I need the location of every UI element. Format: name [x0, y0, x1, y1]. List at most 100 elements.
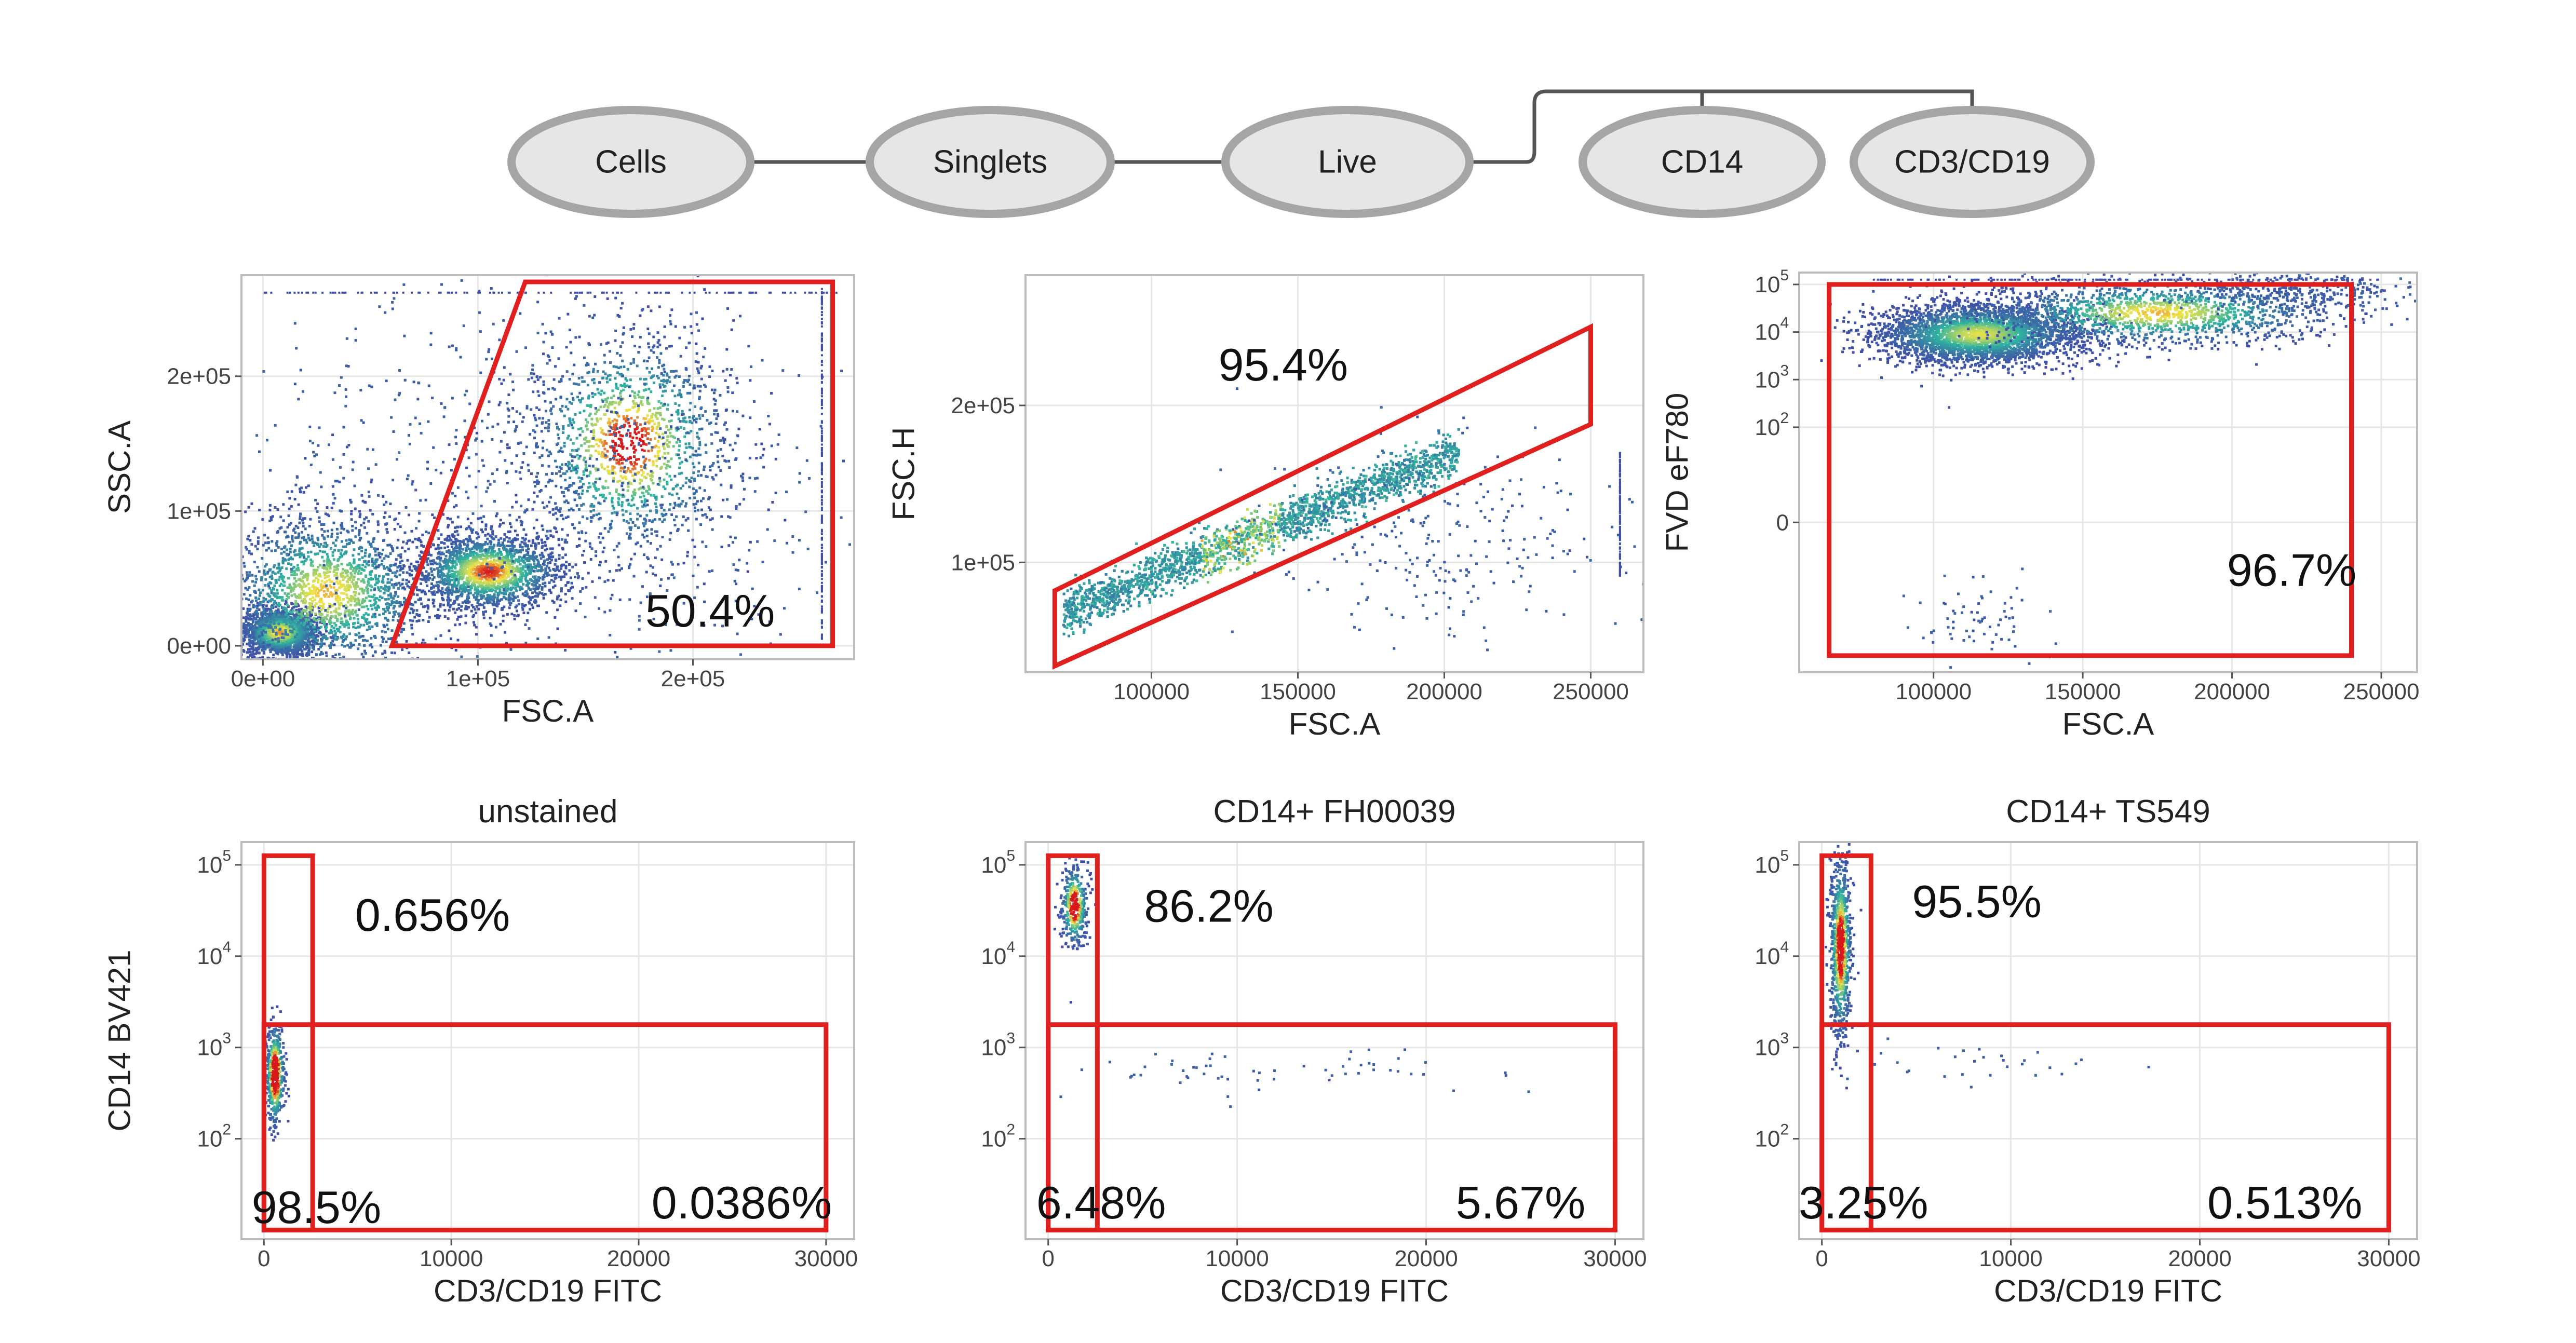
event-dot-1 — [384, 585, 387, 588]
event-dot-2 — [516, 614, 519, 617]
event-dot-1 — [317, 594, 320, 598]
event-dot-1 — [287, 615, 290, 618]
event-dot-0 — [292, 641, 295, 644]
event-dot-2 — [446, 564, 449, 567]
event-dot-1 — [249, 650, 252, 654]
event-dot-1 — [331, 715, 334, 717]
event-dot-1 — [362, 592, 365, 595]
event-dot-1 — [399, 584, 402, 587]
event-dot-1 — [370, 570, 373, 573]
event-dot-2 — [473, 558, 476, 561]
event-dot-1 — [220, 446, 222, 449]
event-dot-1 — [273, 564, 276, 567]
event-dot-0 — [287, 636, 290, 639]
event-dot-1 — [354, 591, 357, 594]
event-dot-2 — [471, 562, 475, 565]
node-cells[interactable]: Cells — [507, 106, 754, 218]
event-dot-1 — [285, 647, 288, 650]
event-dot-2 — [462, 541, 465, 544]
event-dot-1 — [315, 542, 318, 545]
event-dot-0 — [299, 631, 302, 634]
event-dot-2 — [503, 593, 506, 596]
event-dot-1 — [384, 610, 387, 613]
event-dot-1 — [360, 713, 363, 716]
node-live[interactable]: Live — [1221, 106, 1474, 218]
event-dot-1 — [262, 596, 265, 600]
event-dot-2 — [532, 555, 535, 559]
event-dot-1 — [344, 576, 347, 579]
event-dot-1 — [333, 629, 336, 632]
event-dot-2 — [443, 564, 446, 567]
event-dot-1 — [232, 586, 235, 588]
event-dot-1 — [338, 586, 341, 589]
event-dot-1 — [287, 558, 290, 561]
event-dot-1 — [367, 577, 370, 580]
event-dot-1 — [342, 598, 345, 601]
event-dot-1 — [372, 540, 375, 543]
event-dot-0 — [268, 637, 271, 641]
event-dot-1 — [217, 558, 219, 560]
event-dot-0 — [263, 652, 266, 655]
event-dot-1 — [354, 526, 357, 530]
event-dot-2 — [427, 598, 430, 601]
event-dot-1 — [276, 596, 279, 600]
event-dot-2 — [447, 574, 450, 577]
event-dot-2 — [507, 575, 510, 578]
event-dot-2 — [451, 521, 454, 524]
event-dot-1 — [276, 566, 279, 569]
event-dot-1 — [394, 610, 397, 613]
event-dot-2 — [457, 560, 460, 563]
event-dot-1 — [358, 566, 361, 569]
event-dot-1 — [289, 522, 292, 525]
event-dot-1 — [309, 622, 313, 626]
event-dot-2 — [465, 565, 468, 568]
event-dot-1 — [316, 536, 319, 539]
event-dot-2 — [447, 601, 450, 604]
event-dot-0 — [285, 600, 288, 603]
event-dot-2 — [461, 601, 464, 604]
event-dot-0 — [259, 640, 262, 643]
event-dot-1 — [398, 605, 401, 608]
node-cd3-cd19[interactable]: CD3/CD19 — [1850, 106, 2095, 218]
event-dot-2 — [451, 584, 454, 587]
event-dot-0 — [301, 649, 304, 653]
event-dot-2 — [559, 575, 562, 578]
event-dot-1 — [260, 576, 263, 579]
event-dot-1 — [354, 627, 357, 630]
event-dot-1 — [311, 540, 314, 543]
node-cd14[interactable]: CD14 — [1579, 106, 1826, 218]
event-dot-1 — [285, 622, 288, 626]
event-dot-1 — [298, 583, 301, 586]
event-dot-1 — [295, 611, 299, 614]
event-dot-1 — [324, 684, 327, 687]
event-dot-1 — [307, 582, 310, 586]
event-dot-1 — [360, 546, 363, 549]
event-dot-0 — [247, 628, 250, 631]
event-dot-1 — [364, 652, 367, 655]
event-dot-1 — [319, 575, 322, 578]
event-dot-2 — [519, 563, 522, 566]
event-dot-1 — [340, 555, 343, 558]
event-dot-0 — [291, 602, 294, 605]
event-dot-0 — [298, 647, 301, 650]
event-dot-2 — [473, 545, 476, 548]
event-dot-2 — [542, 596, 545, 600]
event-dot-2 — [451, 557, 454, 560]
event-dot-2 — [469, 573, 472, 576]
event-dot-1 — [328, 632, 331, 635]
event-dot-1 — [362, 605, 366, 608]
event-dot-1 — [285, 612, 288, 615]
event-dot-1 — [257, 652, 260, 655]
event-dot-0 — [307, 639, 310, 642]
event-dot-1 — [267, 547, 271, 550]
event-dot-0 — [293, 621, 296, 625]
event-dot-2 — [518, 555, 521, 559]
node-singlets[interactable]: Singlets — [866, 106, 1115, 218]
event-dot-1 — [277, 571, 280, 574]
event-dot-1 — [363, 599, 367, 602]
event-dot-1 — [315, 594, 318, 597]
event-dot-1 — [377, 588, 381, 591]
event-dot-2 — [470, 571, 473, 574]
event-dot-0 — [248, 609, 251, 612]
event-dot-2 — [503, 548, 506, 551]
